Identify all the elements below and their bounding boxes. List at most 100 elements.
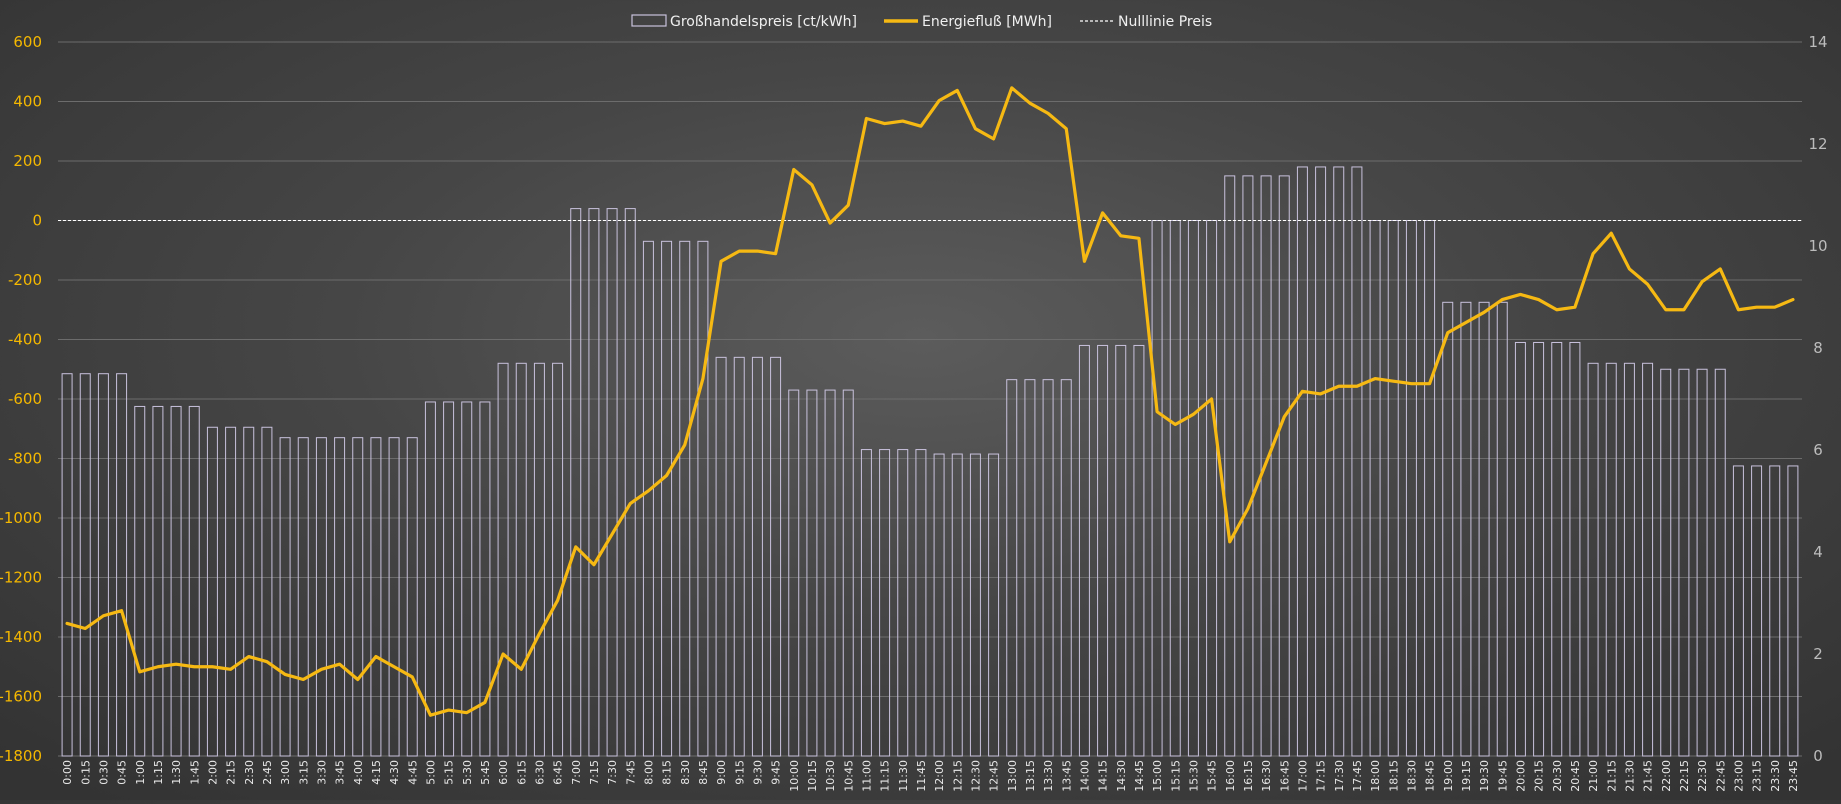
x-tick-label: 14:00 xyxy=(1078,760,1091,792)
legend-label-zero-line: Nulllinie Preis xyxy=(1118,14,1212,30)
left-tick-label: -1600 xyxy=(0,688,42,706)
x-tick-label: 4:15 xyxy=(370,760,383,785)
price-bar xyxy=(1098,345,1108,756)
x-tick-label: 4:30 xyxy=(388,760,401,785)
x-tick-label: 7:45 xyxy=(624,760,637,785)
price-bar xyxy=(1534,342,1544,756)
price-bar xyxy=(1316,167,1326,756)
x-tick-label: 0:00 xyxy=(61,760,74,785)
x-tick-label: 13:30 xyxy=(1042,760,1055,792)
price-bar xyxy=(1116,345,1126,756)
x-tick-label: 16:45 xyxy=(1278,760,1291,792)
price-bar xyxy=(335,438,345,756)
x-tick-label: 9:45 xyxy=(770,760,783,785)
x-tick-label: 15:15 xyxy=(1169,760,1182,792)
x-tick-label: 1:15 xyxy=(152,760,165,785)
price-bar xyxy=(934,454,944,756)
x-tick-label: 23:00 xyxy=(1732,760,1745,792)
right-tick-label: 4 xyxy=(1813,543,1823,561)
price-bar xyxy=(643,241,653,756)
right-tick-label: 12 xyxy=(1808,135,1827,153)
x-tick-label: 22:00 xyxy=(1660,760,1673,792)
x-tick-label: 15:00 xyxy=(1151,760,1164,792)
right-tick-label: 14 xyxy=(1808,33,1827,51)
legend: Großhandelspreis [ct/kWh] Energiefluß [M… xyxy=(632,14,1212,30)
x-tick-label: 19:15 xyxy=(1460,760,1473,792)
price-bar xyxy=(1624,363,1634,756)
x-tick-label: 1:45 xyxy=(188,760,201,785)
x-tick-label: 5:00 xyxy=(424,760,437,785)
price-bar xyxy=(1279,176,1289,756)
legend-item-energy[interactable]: Energiefluß [MWh] xyxy=(884,14,1052,30)
x-tick-label: 8:45 xyxy=(697,760,710,785)
x-tick-label: 14:45 xyxy=(1133,760,1146,792)
x-tick-label: 10:45 xyxy=(842,760,855,792)
x-tick-label: 14:30 xyxy=(1115,760,1128,792)
x-tick-label: 6:15 xyxy=(515,760,528,785)
x-tick-label: 17:30 xyxy=(1333,760,1346,792)
x-tick-label: 12:15 xyxy=(951,760,964,792)
x-tick-label: 22:30 xyxy=(1696,760,1709,792)
right-tick-label: 10 xyxy=(1808,237,1827,255)
price-bar xyxy=(1643,363,1653,756)
left-tick-label: -1000 xyxy=(0,509,42,527)
price-bar xyxy=(880,450,890,756)
legend-item-zero-line[interactable]: Nulllinie Preis xyxy=(1080,14,1212,30)
price-bar xyxy=(843,390,853,756)
x-tick-label: 20:15 xyxy=(1533,760,1546,792)
price-bar xyxy=(698,241,708,756)
price-bar xyxy=(825,390,835,756)
x-tick-label: 17:00 xyxy=(1296,760,1309,792)
price-bar xyxy=(1043,380,1053,756)
x-tick-label: 0:15 xyxy=(79,760,92,785)
x-tick-label: 13:45 xyxy=(1060,760,1073,792)
x-tick-label: 3:00 xyxy=(279,760,292,785)
x-tick-label: 18:00 xyxy=(1369,760,1382,792)
price-bar xyxy=(1461,302,1471,756)
price-bar xyxy=(607,209,617,756)
left-tick-label: -1800 xyxy=(0,747,42,765)
x-tick-label: 16:30 xyxy=(1260,760,1273,792)
x-tick-label: 9:30 xyxy=(751,760,764,785)
x-tick-label: 22:45 xyxy=(1714,760,1727,792)
price-bar xyxy=(625,209,635,756)
x-tick-label: 11:30 xyxy=(897,760,910,792)
price-bar xyxy=(916,450,926,756)
x-tick-label: 1:00 xyxy=(134,760,147,785)
x-tick-label: 17:15 xyxy=(1315,760,1328,792)
legend-item-price[interactable]: Großhandelspreis [ct/kWh] xyxy=(632,14,857,30)
price-bar xyxy=(1225,176,1235,756)
price-bar xyxy=(1552,342,1562,756)
x-tick-label: 4:45 xyxy=(406,760,419,785)
price-bar xyxy=(1370,221,1380,757)
x-tick-label: 7:00 xyxy=(570,760,583,785)
right-tick-label: 8 xyxy=(1813,339,1823,357)
price-bar xyxy=(970,454,980,756)
price-bar xyxy=(371,438,381,756)
left-tick-label: -400 xyxy=(8,331,42,349)
left-tick-label: -200 xyxy=(8,271,42,289)
price-bar xyxy=(807,390,817,756)
x-tick-label: 20:30 xyxy=(1551,760,1564,792)
x-tick-label: 10:15 xyxy=(806,760,819,792)
x-tick-label: 1:30 xyxy=(170,760,183,785)
price-bar xyxy=(1588,363,1598,756)
price-bar xyxy=(553,363,563,756)
price-bar xyxy=(98,374,108,756)
price-bar xyxy=(1752,466,1762,756)
price-bar xyxy=(1479,302,1489,756)
x-tick-label: 23:30 xyxy=(1769,760,1782,792)
price-bar xyxy=(1170,221,1180,757)
price-bar xyxy=(680,241,690,756)
price-bar xyxy=(262,427,272,756)
left-tick-label: 0 xyxy=(32,212,42,230)
x-tick-label: 8:00 xyxy=(642,760,655,785)
x-tick-label: 21:30 xyxy=(1623,760,1636,792)
x-tick-label: 21:15 xyxy=(1605,760,1618,792)
x-tick-label: 15:30 xyxy=(1187,760,1200,792)
x-tick-label: 17:45 xyxy=(1351,760,1364,792)
x-tick-label: 4:00 xyxy=(352,760,365,785)
left-tick-label: -1200 xyxy=(0,569,42,587)
